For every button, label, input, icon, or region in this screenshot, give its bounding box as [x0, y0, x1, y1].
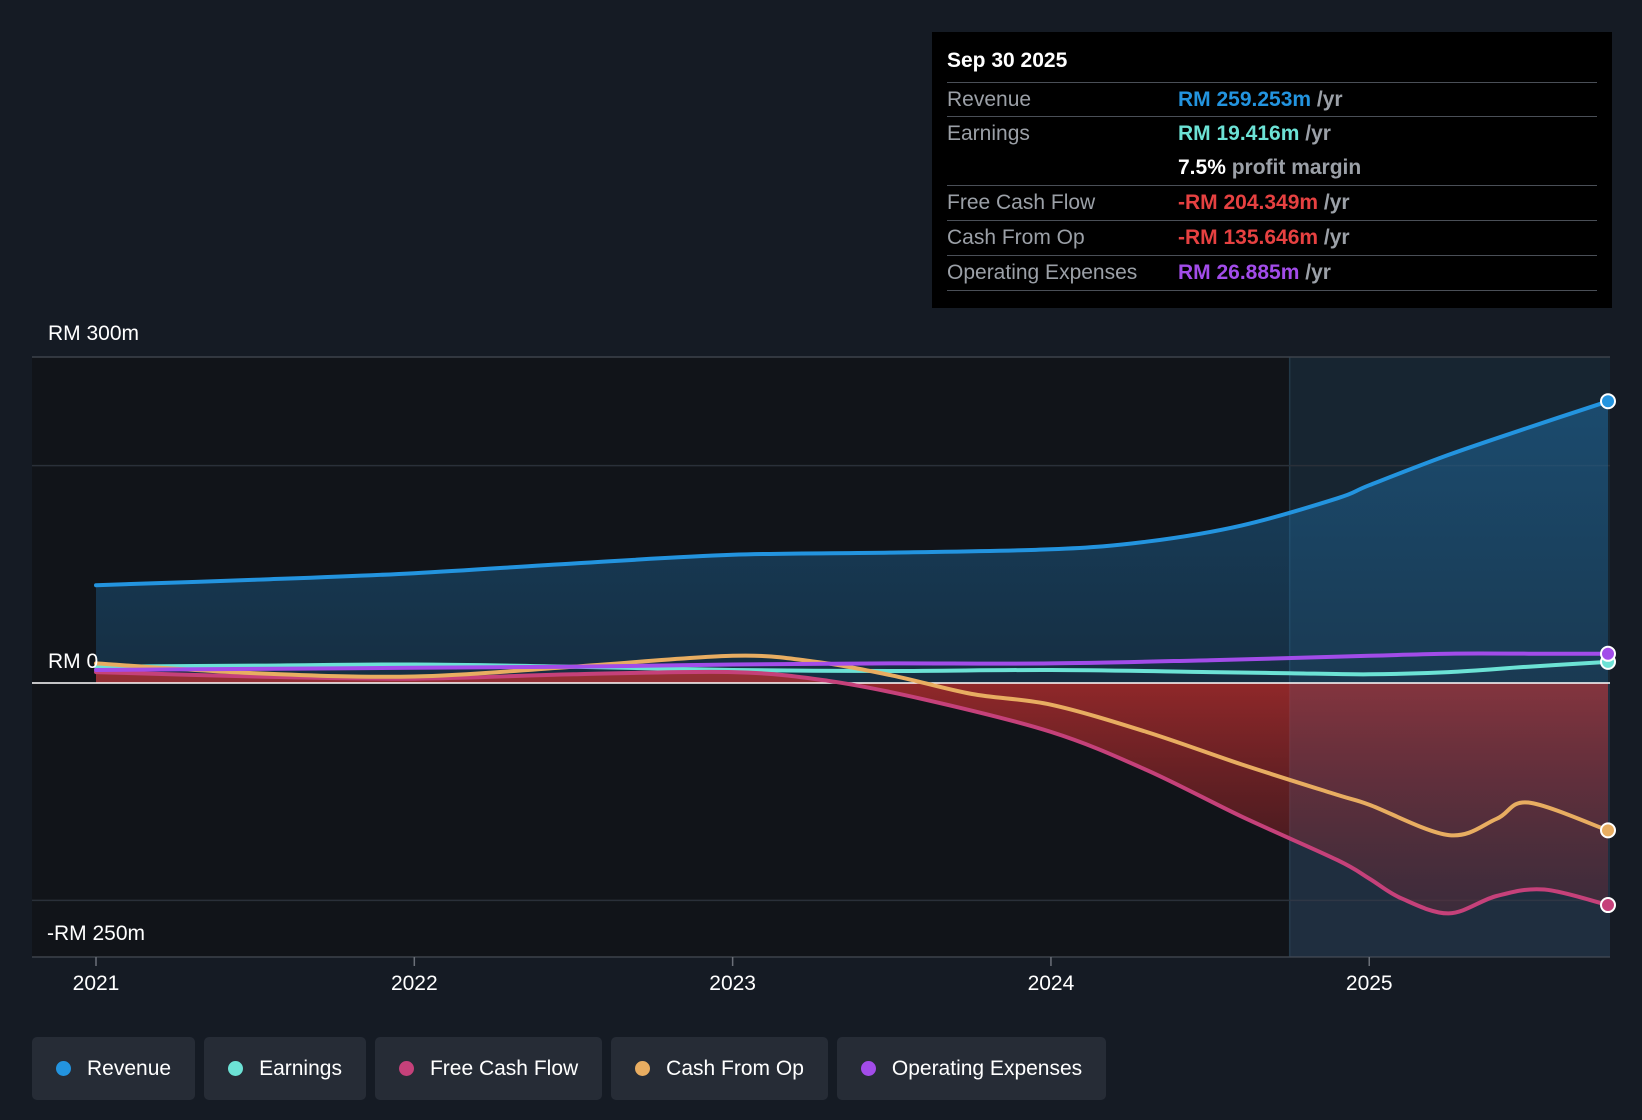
- unit: /yr: [1323, 226, 1350, 249]
- x-tick-label: 2024: [1028, 972, 1075, 995]
- legend-label: Earnings: [259, 1056, 342, 1080]
- revenue-dot-icon: [56, 1061, 71, 1076]
- tooltip-row-opex: Operating Expenses RM 26.885m /yr: [947, 256, 1597, 291]
- y-tick-label: RM 300m: [48, 322, 139, 345]
- tooltip-row-revenue: Revenue RM 259.253m /yr: [947, 83, 1597, 117]
- tooltip-value: RM 26.885m /yr: [1178, 256, 1331, 289]
- recent-negative-tint: [1289, 683, 1610, 957]
- x-tick-label: 2022: [391, 972, 438, 995]
- fcf-area: [96, 671, 1608, 914]
- fcf-end-point: [1600, 897, 1616, 914]
- tooltip-value: RM 19.416m /yr: [1178, 117, 1331, 150]
- x-tick-label: 2021: [73, 972, 120, 995]
- tooltip-value: -RM 135.646m /yr: [1178, 221, 1350, 254]
- tooltip-label: Revenue: [947, 88, 1032, 111]
- x-tick-label: 2023: [709, 972, 756, 995]
- fcf-dot-icon: [398, 1061, 414, 1076]
- legend-item-earnings[interactable]: Earnings: [204, 1037, 366, 1100]
- unit: /yr: [1305, 261, 1331, 284]
- earnings-dot-icon: [228, 1061, 244, 1076]
- tooltip-value: RM 259.253m /yr: [1178, 83, 1343, 116]
- cfo-value: -RM 135.646m: [1178, 226, 1319, 249]
- cfo-line: [94, 653, 1610, 838]
- opex-value: RM 26.885m: [1178, 261, 1300, 284]
- unit: /yr: [1316, 88, 1343, 111]
- opex-line: [94, 651, 1610, 672]
- fcf-value: -RM 204.349m: [1178, 191, 1319, 214]
- legend-label: Operating Expenses: [891, 1056, 1083, 1080]
- legend-label: Free Cash Flow: [429, 1056, 579, 1080]
- legend-item-cfo[interactable]: Cash From Op: [611, 1037, 828, 1100]
- tooltip-row-margin: 7.5% profit margin: [947, 151, 1597, 186]
- revenue-value: RM 259.253m: [1178, 88, 1312, 111]
- x-tick-label: 2025: [1346, 972, 1393, 995]
- earnings-line: [94, 659, 1610, 677]
- legend-label: Cash From Op: [666, 1056, 804, 1080]
- fcf-line: [94, 669, 1610, 916]
- cfo-end-point: [1600, 822, 1616, 839]
- tooltip-label: Operating Expenses: [947, 261, 1138, 284]
- legend-label: Revenue: [87, 1056, 172, 1080]
- tooltip-value: 7.5% profit margin: [1178, 151, 1361, 184]
- cfo-dot-icon: [635, 1061, 651, 1076]
- tooltip-label: Earnings: [947, 122, 1030, 145]
- earnings-value: RM 19.416m: [1178, 122, 1300, 145]
- revenue-line: [94, 399, 1610, 588]
- opex-end-point: [1600, 645, 1616, 662]
- tooltip-value: -RM 204.349m /yr: [1178, 186, 1350, 219]
- tooltip-row-cfo: Cash From Op -RM 135.646m /yr: [947, 221, 1597, 256]
- tooltip-row-earnings: Earnings RM 19.416m /yr: [947, 117, 1597, 151]
- profit-margin-text: profit margin: [1231, 156, 1362, 179]
- unit: /yr: [1323, 191, 1350, 214]
- revenue-end-point: [1600, 393, 1616, 410]
- tooltip: Sep 30 2025 Revenue RM 259.253m /yr Earn…: [932, 32, 1612, 308]
- legend-item-revenue[interactable]: Revenue: [32, 1037, 196, 1100]
- profit-margin-value: 7.5%: [1178, 156, 1226, 179]
- legend-item-opex[interactable]: Operating Expenses: [836, 1037, 1107, 1100]
- opex-dot-icon: [860, 1061, 876, 1076]
- revenue-area: [96, 401, 1608, 683]
- legend: Revenue Earnings Free Cash Flow Cash Fro…: [32, 1037, 1107, 1100]
- tooltip-row-fcf: Free Cash Flow -RM 204.349m /yr: [947, 186, 1597, 221]
- tooltip-label: Cash From Op: [947, 226, 1085, 249]
- y-tick-label: -RM 250m: [47, 922, 145, 945]
- tooltip-label: Free Cash Flow: [947, 191, 1096, 214]
- unit: /yr: [1305, 122, 1331, 145]
- y-tick-label: RM 0: [48, 650, 98, 673]
- tooltip-date: Sep 30 2025: [947, 46, 1597, 83]
- legend-item-fcf[interactable]: Free Cash Flow: [374, 1037, 603, 1100]
